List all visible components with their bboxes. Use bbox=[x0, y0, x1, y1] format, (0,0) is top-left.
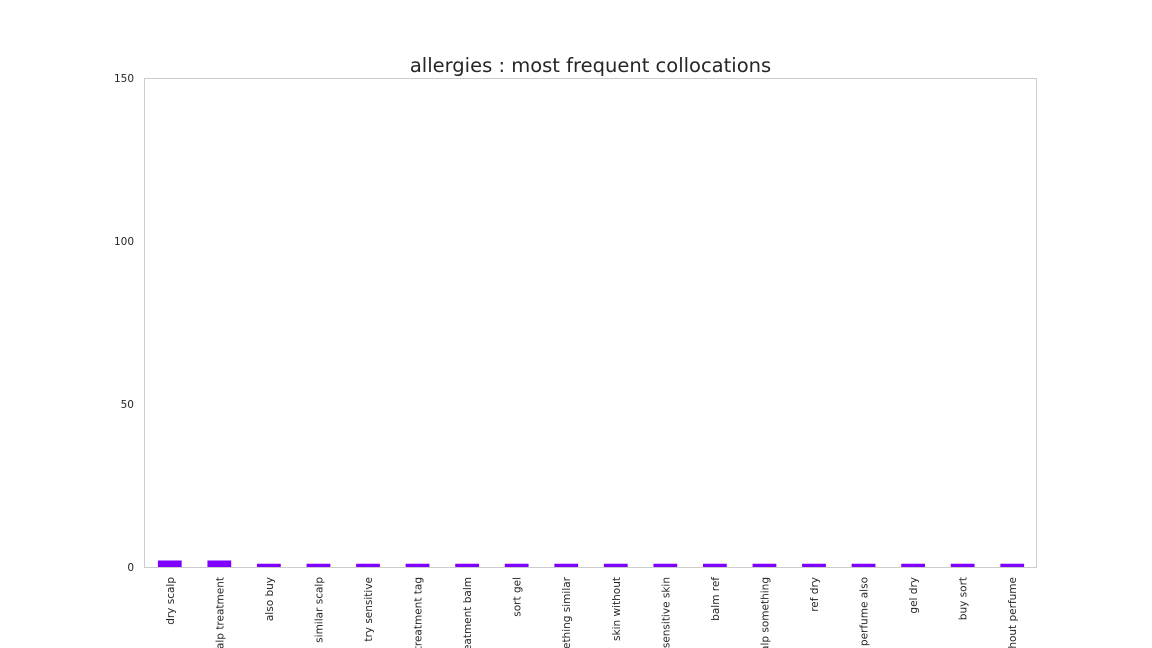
bar bbox=[554, 563, 579, 567]
bar bbox=[653, 563, 678, 567]
x-tick-label: try sensitive bbox=[363, 577, 375, 642]
x-tick-label: calp treatment bbox=[214, 577, 226, 648]
bar bbox=[405, 563, 430, 567]
x-tick-label: dry scalp bbox=[165, 577, 177, 625]
chart-title: allergies : most frequent collocations bbox=[410, 54, 771, 77]
bar bbox=[455, 563, 480, 567]
bar bbox=[504, 563, 529, 567]
bar bbox=[901, 563, 926, 567]
x-tick-label: ithout perfume bbox=[1007, 577, 1019, 648]
x-tick-label: gel dry bbox=[908, 577, 920, 614]
bar bbox=[1000, 563, 1025, 567]
y-tick-label: 50 bbox=[121, 399, 134, 411]
bar bbox=[207, 560, 232, 567]
bar bbox=[256, 563, 281, 567]
y-tick-label: 150 bbox=[114, 73, 134, 85]
x-tick-label: treatment tag bbox=[413, 577, 425, 648]
bar bbox=[356, 563, 380, 567]
x-tick-label: nething similar bbox=[561, 576, 573, 648]
bar bbox=[950, 563, 975, 567]
x-tick-label: similar scalp bbox=[313, 577, 325, 643]
bar bbox=[752, 563, 777, 567]
x-tick-label: ref dry bbox=[809, 577, 821, 612]
x-tick-label: sensitive skin bbox=[660, 577, 672, 648]
x-tick-label: buy sort bbox=[958, 577, 970, 620]
y-tick-label: 0 bbox=[127, 562, 134, 574]
x-axis-ticks: dry scalp calp treatment also buy similar s… bbox=[165, 576, 1019, 648]
bar bbox=[802, 563, 826, 567]
x-tick-label: perfume also bbox=[859, 577, 871, 646]
x-tick-label: balm ref bbox=[710, 577, 722, 621]
bar bbox=[603, 563, 628, 567]
bar bbox=[306, 563, 331, 567]
x-tick-label: skin without bbox=[611, 577, 623, 641]
x-tick-label: reatment balm bbox=[462, 577, 474, 648]
y-axis-ticks: 0 50 100 150 bbox=[114, 73, 134, 574]
bar bbox=[851, 563, 876, 567]
y-tick-label: 100 bbox=[114, 236, 134, 248]
bar bbox=[702, 563, 727, 567]
bar bbox=[157, 560, 182, 567]
plot-area-frame bbox=[144, 78, 1037, 568]
x-tick-label: sort gel bbox=[512, 577, 524, 617]
x-tick-label: calp something bbox=[759, 577, 771, 648]
bars bbox=[157, 560, 1025, 567]
x-tick-label: also buy bbox=[264, 577, 276, 621]
